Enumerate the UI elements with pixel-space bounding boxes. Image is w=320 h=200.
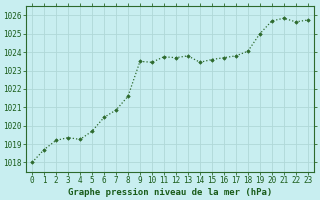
X-axis label: Graphe pression niveau de la mer (hPa): Graphe pression niveau de la mer (hPa): [68, 188, 272, 197]
